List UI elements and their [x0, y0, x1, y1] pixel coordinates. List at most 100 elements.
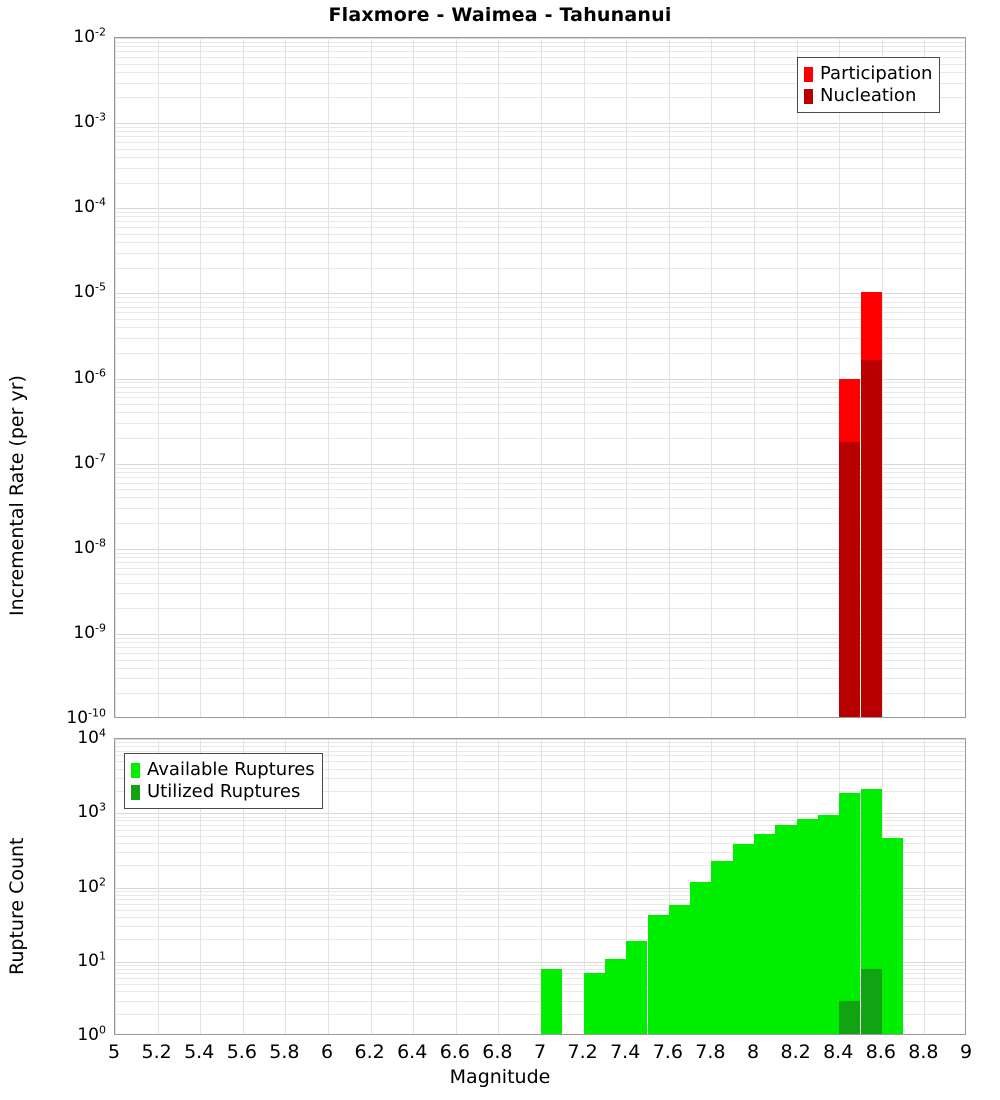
- horizontal-gridline: [115, 221, 965, 223]
- horizontal-gridline: [115, 386, 965, 388]
- horizontal-gridline: [115, 608, 965, 610]
- horizontal-gridline: [115, 378, 965, 380]
- horizontal-gridline: [115, 391, 965, 393]
- vertical-gridline: [754, 38, 755, 717]
- horizontal-gridline: [115, 306, 965, 308]
- vertical-gridline: [370, 739, 372, 1034]
- horizontal-gridline: [115, 156, 965, 158]
- available-ruptures-bar: [668, 904, 691, 1034]
- x-axis-tick-label: 6.2: [354, 1041, 385, 1063]
- x-axis-tick-label: 5.6: [226, 1041, 257, 1063]
- horizontal-gridline: [115, 182, 965, 184]
- horizontal-gridline: [115, 136, 965, 138]
- vertical-gridline: [668, 38, 670, 717]
- vertical-gridline: [583, 38, 585, 717]
- x-axis-tick-label: 6: [320, 1041, 334, 1063]
- horizontal-gridline: [115, 397, 965, 399]
- legend-swatch-icon: [131, 762, 140, 778]
- y-axis-label-rupture-count: Rupture Count: [6, 837, 28, 976]
- vertical-gridline: [370, 38, 372, 717]
- horizontal-gridline: [115, 894, 965, 896]
- horizontal-gridline: [115, 842, 965, 844]
- horizontal-gridline: [115, 903, 965, 905]
- horizontal-gridline: [115, 63, 965, 65]
- y-axis-tick-label: 10-9: [73, 621, 106, 643]
- legend-item: Utilized Ruptures: [131, 781, 315, 803]
- vertical-gridline: [924, 38, 926, 717]
- horizontal-gridline: [115, 813, 965, 815]
- vertical-gridline: [541, 739, 542, 1034]
- horizontal-gridline: [115, 965, 965, 967]
- vertical-gridline: [200, 739, 202, 1034]
- horizontal-gridline: [115, 423, 965, 424]
- horizontal-gridline: [115, 489, 965, 491]
- y-axis-tick-label: 100: [77, 1023, 106, 1045]
- page-title: Flaxmore - Waimea - Tahunanui: [328, 4, 672, 26]
- y-axis-tick-label: 10-5: [73, 280, 106, 303]
- horizontal-gridline: [115, 297, 965, 299]
- vertical-gridline: [924, 739, 926, 1034]
- horizontal-gridline: [115, 252, 965, 254]
- horizontal-gridline: [115, 659, 965, 661]
- horizontal-gridline: [115, 556, 965, 558]
- horizontal-gridline: [115, 1013, 965, 1015]
- horizontal-gridline: [115, 216, 965, 218]
- horizontal-gridline: [115, 482, 965, 484]
- horizontal-gridline: [115, 777, 965, 779]
- horizontal-gridline: [115, 471, 965, 473]
- horizontal-gridline: [115, 968, 965, 970]
- horizontal-gridline: [115, 561, 965, 563]
- legend-item: Available Ruptures: [131, 759, 315, 781]
- horizontal-gridline: [115, 227, 965, 229]
- horizontal-gridline: [115, 71, 965, 73]
- horizontal-gridline: [115, 829, 965, 831]
- x-axis-tick-label: 6.4: [397, 1041, 428, 1063]
- horizontal-gridline: [115, 768, 965, 770]
- vertical-gridline: [839, 38, 841, 717]
- vertical-gridline: [157, 739, 159, 1034]
- y-axis-tick-label: 104: [77, 726, 106, 748]
- horizontal-gridline: [115, 51, 965, 53]
- incremental-rate-plot-area: [115, 38, 965, 717]
- x-axis-tick-label: 8.2: [780, 1041, 811, 1063]
- x-axis-tick-label: 5: [107, 1041, 121, 1063]
- vertical-gridline: [328, 38, 329, 717]
- horizontal-gridline: [115, 123, 965, 125]
- y-axis-tick-label: 101: [77, 949, 106, 971]
- y-axis-label-incremental-rate: Incremental Rate (per yr): [6, 375, 28, 616]
- vertical-gridline: [115, 38, 116, 717]
- nucleation-bar: [839, 441, 861, 717]
- available-ruptures-bar: [732, 844, 754, 1034]
- horizontal-gridline: [115, 293, 965, 295]
- horizontal-gridline: [115, 909, 965, 911]
- x-axis-tick-label: 6.6: [439, 1041, 470, 1063]
- available-ruptures-bar: [839, 793, 861, 1034]
- x-axis-tick-label: 7.8: [695, 1041, 726, 1063]
- vertical-gridline: [200, 38, 202, 717]
- horizontal-gridline: [115, 404, 965, 406]
- legend-rupture-count: Available Ruptures Utilized Ruptures: [124, 753, 323, 809]
- horizontal-gridline: [115, 467, 965, 469]
- horizontal-gridline: [115, 899, 965, 900]
- horizontal-gridline: [115, 212, 965, 214]
- horizontal-gridline: [115, 312, 965, 314]
- vertical-gridline: [242, 38, 244, 717]
- horizontal-gridline: [115, 233, 965, 235]
- horizontal-gridline: [115, 497, 965, 499]
- vertical-gridline: [626, 739, 628, 1034]
- legend-label: Utilized Ruptures: [147, 781, 301, 802]
- horizontal-gridline: [115, 167, 965, 169]
- x-axis-tick-label: 7: [533, 1041, 547, 1063]
- utilized-ruptures-bar: [860, 968, 882, 1034]
- legend-incremental-rate: Participation Nucleation: [797, 57, 941, 113]
- horizontal-gridline: [115, 824, 965, 826]
- horizontal-gridline: [115, 647, 965, 649]
- available-ruptures-bar: [796, 819, 818, 1034]
- vertical-gridline: [285, 739, 287, 1034]
- legend-label: Nucleation: [820, 85, 917, 106]
- vertical-gridline: [285, 38, 287, 717]
- horizontal-gridline: [115, 633, 965, 635]
- vertical-gridline: [455, 739, 457, 1034]
- horizontal-gridline: [115, 437, 965, 439]
